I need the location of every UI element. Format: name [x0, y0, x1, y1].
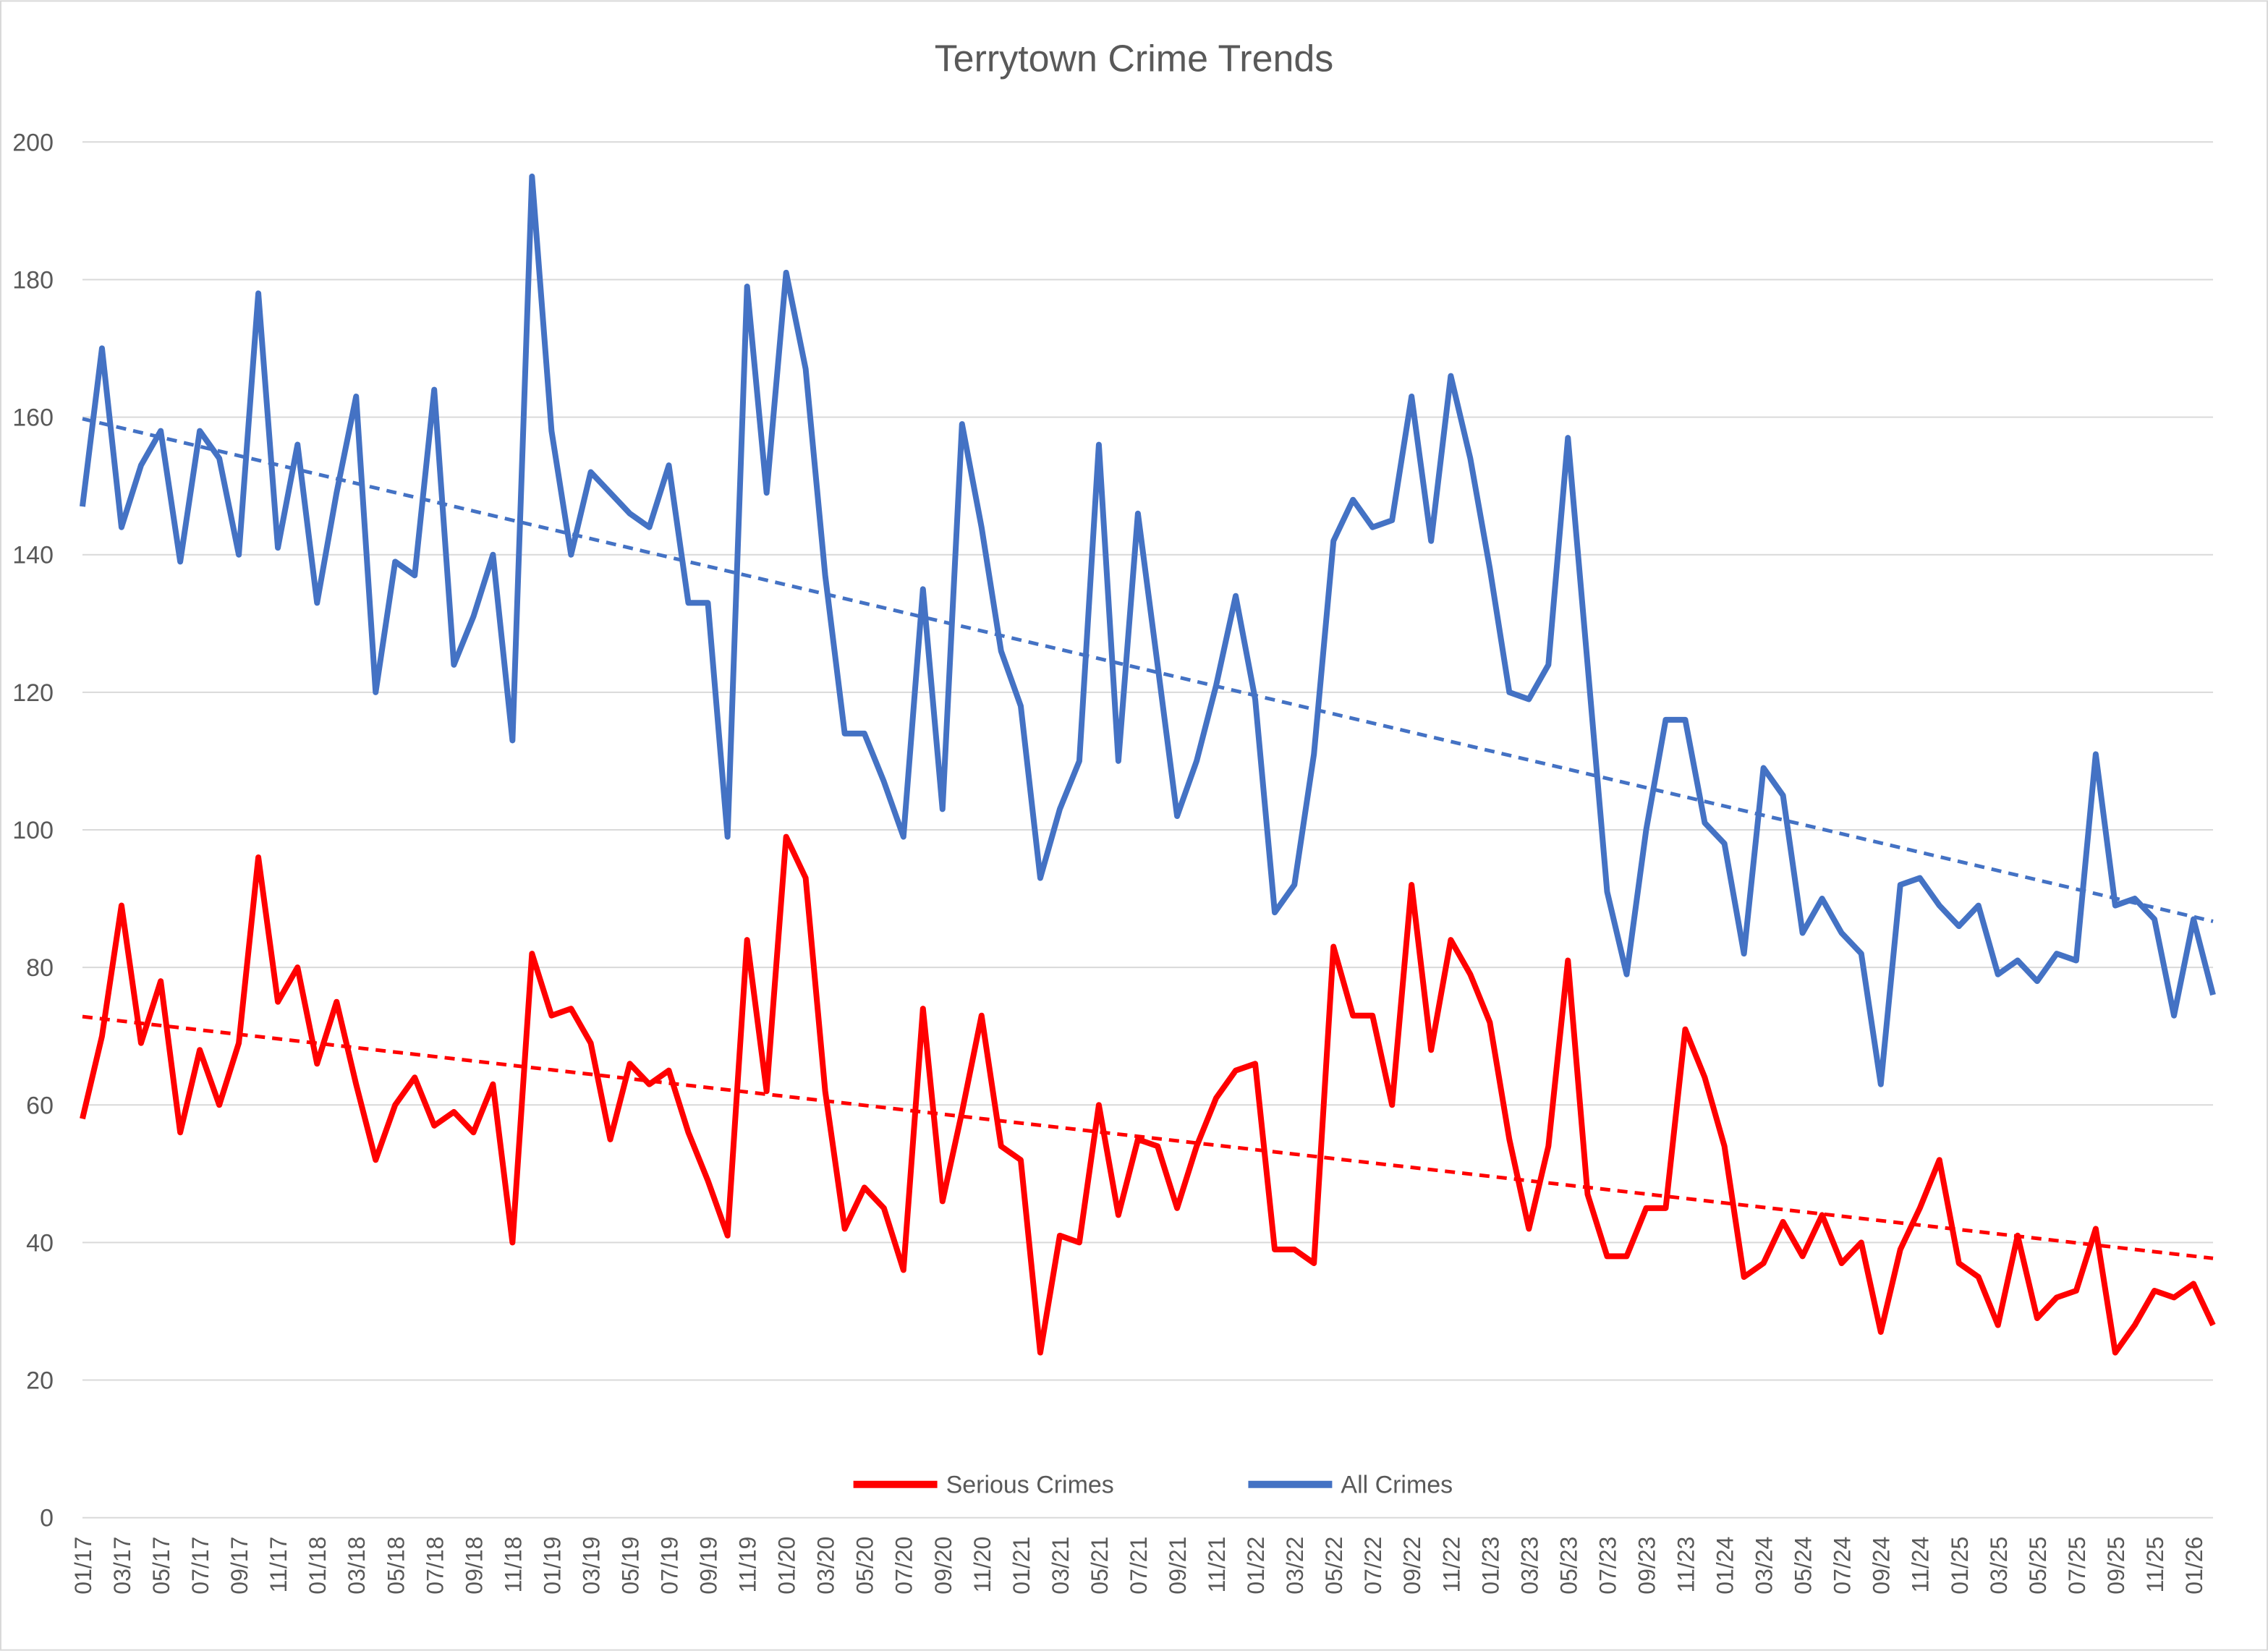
y-tick-label: 40	[26, 1229, 54, 1257]
x-tick-label: 05/18	[383, 1537, 409, 1595]
x-tick-label: 11/22	[1438, 1537, 1464, 1593]
x-tick-label: 03/25	[1986, 1537, 2012, 1595]
x-tick-label: 07/22	[1360, 1537, 1386, 1595]
y-tick-label: 20	[26, 1367, 54, 1395]
x-tick-label: 07/23	[1594, 1537, 1621, 1595]
x-tick-label: 03/22	[1282, 1537, 1308, 1595]
x-tick-label: 03/19	[578, 1537, 604, 1595]
x-tick-label: 05/23	[1555, 1537, 1581, 1595]
series-line-all-crimes	[79, 173, 2216, 1087]
x-tick-label: 07/25	[2064, 1537, 2090, 1595]
trendline-all-crimes	[82, 417, 2214, 923]
x-tick-label: 07/17	[187, 1537, 213, 1595]
x-tick-label: 09/21	[1165, 1537, 1191, 1595]
x-tick-label: 03/18	[344, 1537, 370, 1595]
x-tick-label: 11/20	[969, 1537, 995, 1593]
x-tick-label: 05/20	[852, 1537, 878, 1595]
x-tick-label: 01/23	[1477, 1537, 1503, 1595]
x-tick-label: 11/18	[500, 1537, 526, 1593]
x-tick-label: 09/17	[226, 1537, 252, 1595]
x-tick-label: 05/21	[1087, 1537, 1113, 1595]
trendlines	[82, 417, 2214, 1260]
y-tick-label: 0	[40, 1505, 54, 1532]
x-tick-label: 09/19	[696, 1537, 722, 1595]
x-tick-label: 01/20	[774, 1537, 800, 1595]
x-tick-label: 01/18	[305, 1537, 331, 1595]
x-tick-label: 05/22	[1321, 1537, 1347, 1595]
x-tick-label: 03/21	[1048, 1537, 1074, 1595]
x-tick-label: 01/17	[70, 1537, 96, 1595]
x-tick-label: 09/24	[1869, 1537, 1895, 1595]
x-tick-label: 01/19	[539, 1537, 565, 1595]
x-tick-label: 05/25	[2025, 1537, 2051, 1595]
y-tick-label: 160	[12, 404, 54, 432]
y-tick-label: 100	[12, 817, 54, 844]
x-tick-label: 01/24	[1712, 1537, 1738, 1595]
x-tick-label: 09/22	[1399, 1537, 1425, 1595]
x-tick-label: 01/25	[1947, 1537, 1973, 1595]
x-tick-label: 03/24	[1751, 1537, 1778, 1595]
x-tick-label: 03/23	[1516, 1537, 1542, 1595]
series-lines	[79, 173, 2216, 1356]
x-tick-label: 05/17	[148, 1537, 174, 1595]
x-tick-label: 11/23	[1673, 1537, 1699, 1593]
legend-label-serious-crimes[interactable]: Serious Crimes	[946, 1472, 1114, 1499]
x-tick-label: 01/22	[1243, 1537, 1269, 1595]
y-tick-label: 80	[26, 954, 54, 982]
x-tick-label: 11/24	[1908, 1537, 1934, 1593]
x-axis-ticks: 01/17 03/17 05/17 07/17 09/17 11/17 01/18 03/18…	[70, 1537, 2207, 1595]
x-tick-label: 05/24	[1791, 1537, 1817, 1595]
y-tick-label: 200	[12, 129, 54, 156]
x-tick-label: 07/24	[1830, 1537, 1856, 1595]
y-tick-label: 140	[12, 542, 54, 569]
y-axis-ticks: 0 20 40 60 80 100 120 140 160 180 200	[12, 129, 54, 1532]
y-tick-label: 60	[26, 1092, 54, 1119]
x-tick-label: 05/19	[617, 1537, 643, 1595]
x-tick-label: 11/21	[1204, 1537, 1230, 1593]
x-tick-label: 07/21	[1126, 1537, 1152, 1595]
legend: Serious Crimes All Crimes	[853, 1472, 1453, 1499]
x-tick-label: 11/19	[735, 1537, 761, 1593]
x-tick-label: 09/18	[461, 1537, 487, 1595]
x-tick-label: 01/21	[1008, 1537, 1035, 1595]
x-tick-label: 07/20	[891, 1537, 917, 1595]
y-tick-label: 180	[12, 266, 54, 294]
series-line-serious-crimes	[80, 833, 2216, 1356]
legend-label-all-crimes[interactable]: All Crimes	[1341, 1472, 1453, 1499]
x-tick-label: 07/19	[657, 1537, 683, 1595]
y-tick-label: 120	[12, 679, 54, 707]
x-tick-label: 07/18	[422, 1537, 448, 1595]
x-tick-label: 09/20	[930, 1537, 956, 1595]
x-tick-label: 09/25	[2103, 1537, 2129, 1595]
x-tick-label: 09/23	[1634, 1537, 1660, 1595]
chart-title: Terrytown Crime Trends	[935, 38, 1334, 80]
x-tick-label: 01/26	[2181, 1537, 2207, 1595]
x-tick-label: 11/17	[266, 1537, 292, 1593]
gridlines	[82, 141, 2214, 1519]
x-tick-label: 11/25	[2142, 1537, 2168, 1593]
x-tick-label: 03/17	[109, 1537, 135, 1595]
x-tick-label: 03/20	[813, 1537, 839, 1595]
